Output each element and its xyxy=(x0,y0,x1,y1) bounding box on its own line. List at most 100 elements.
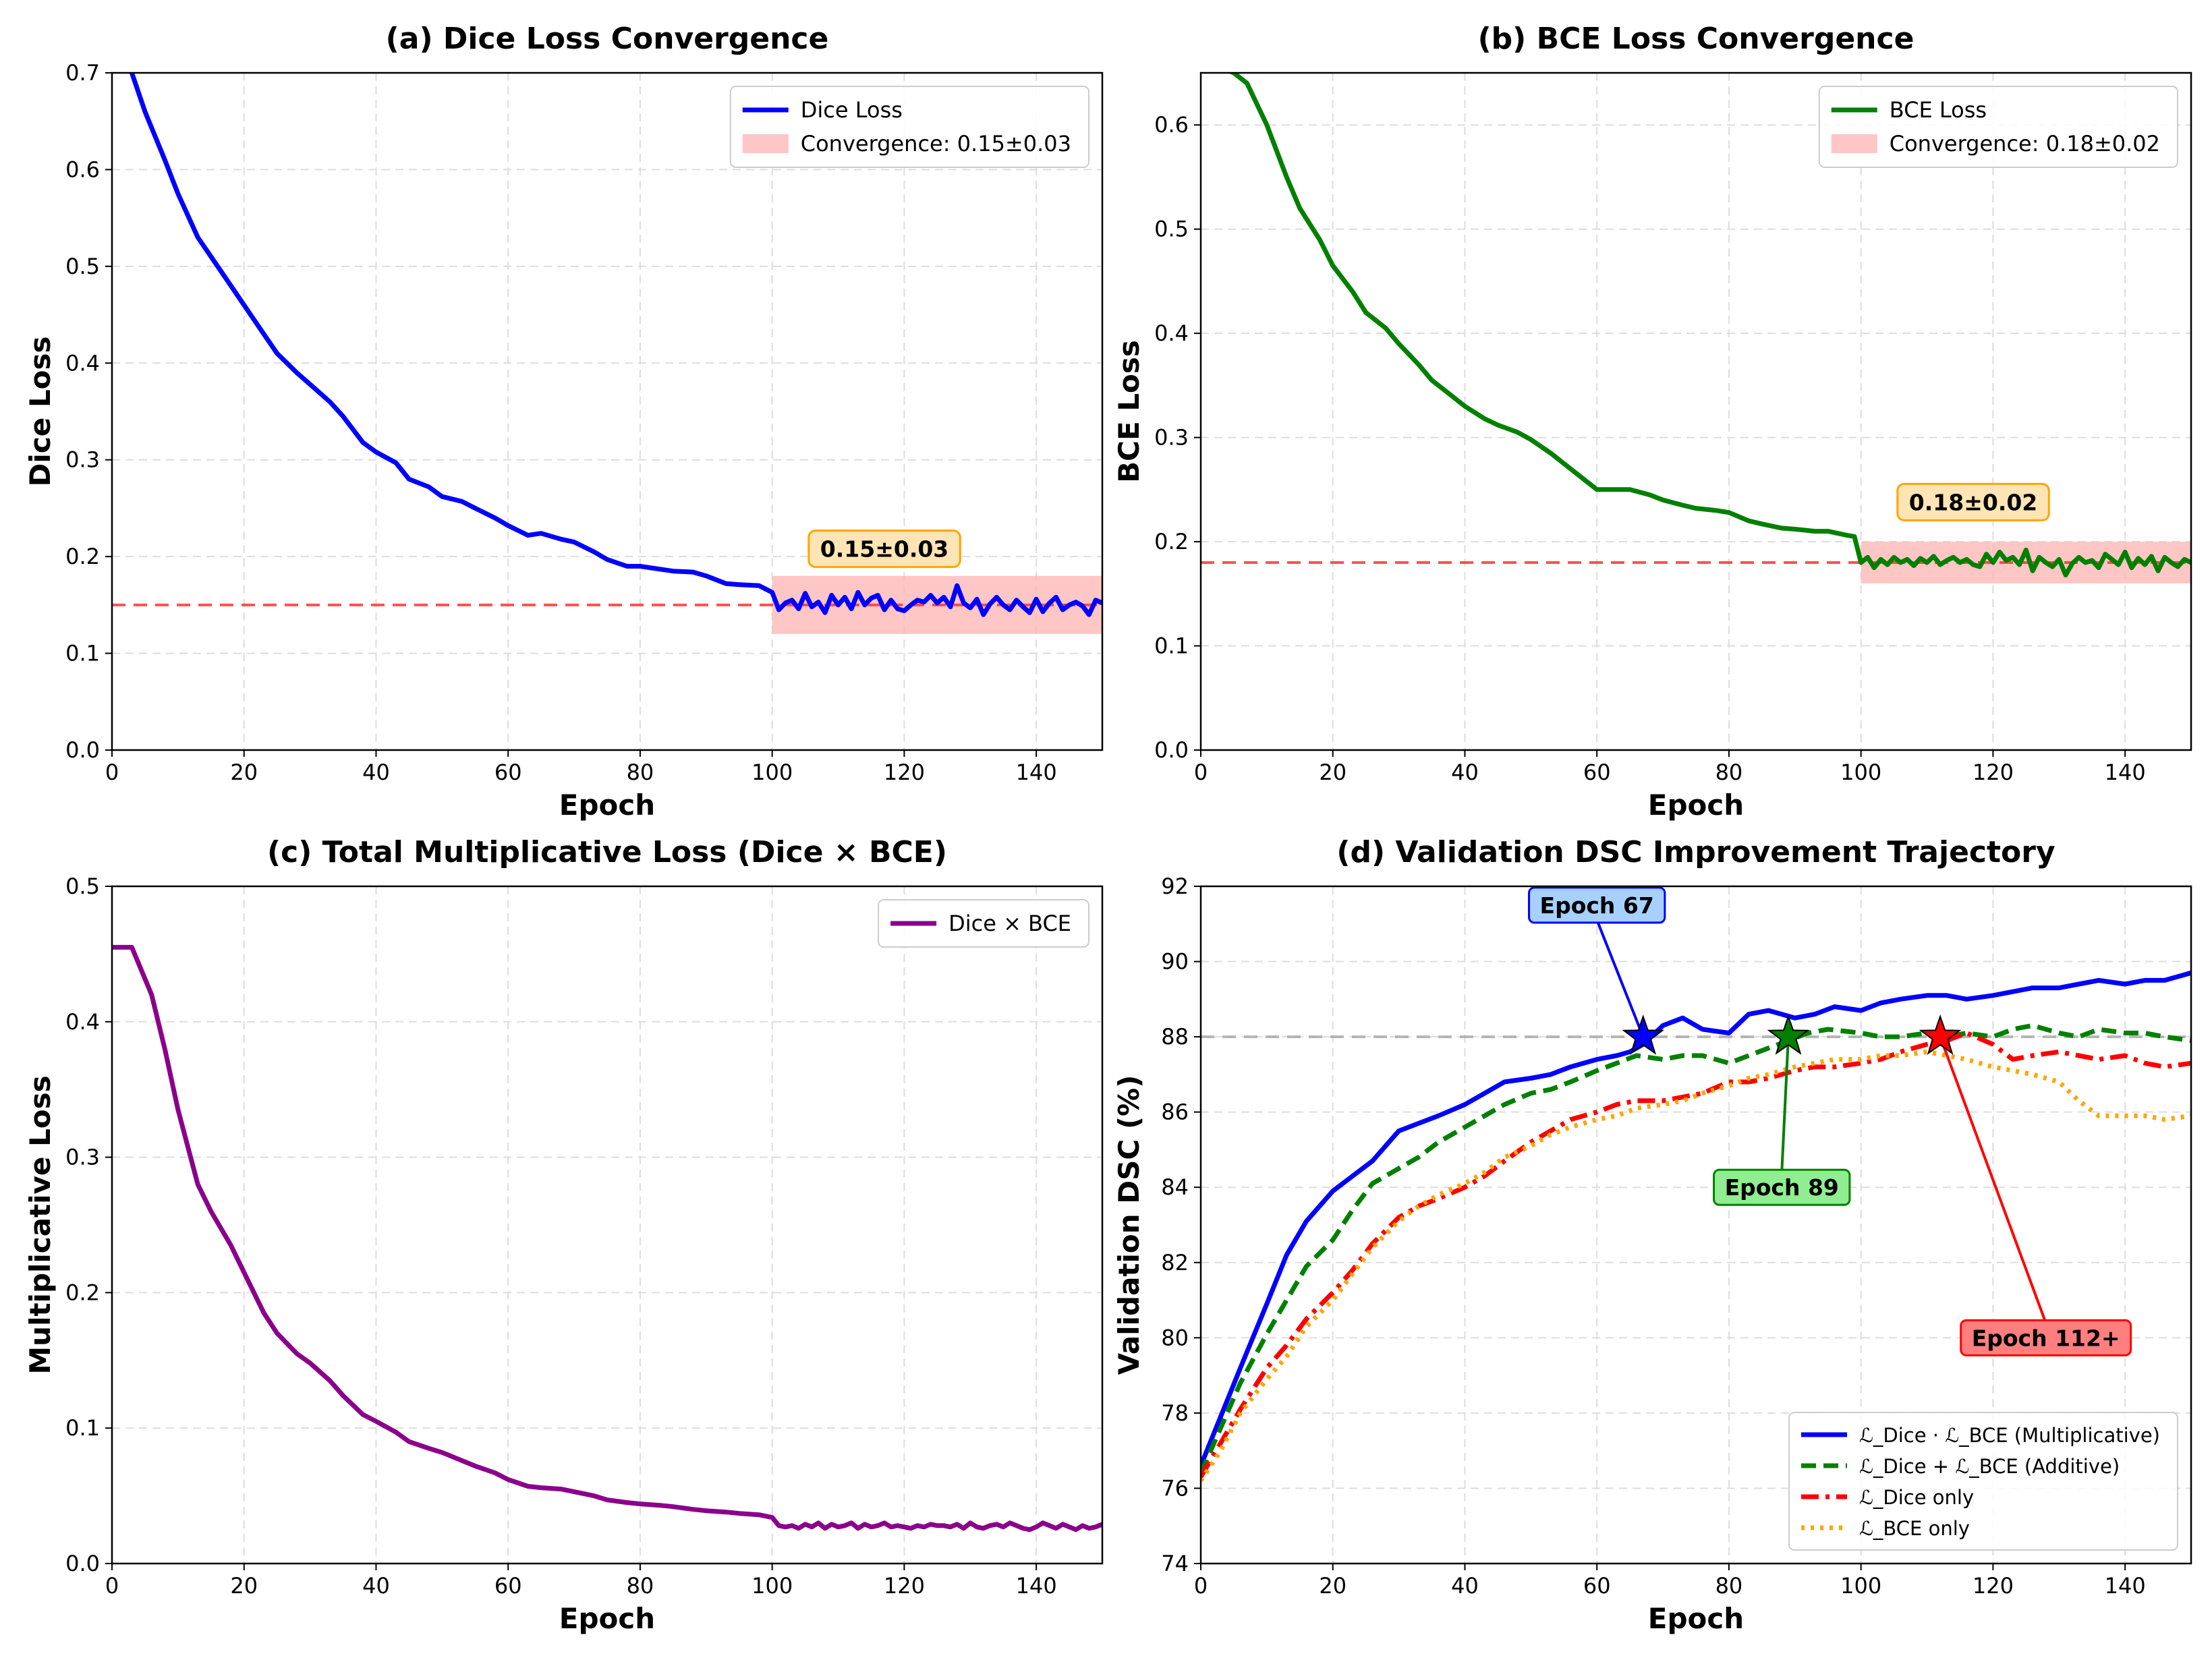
x-axis-label: Epoch xyxy=(1648,789,1744,822)
legend-label: ℒ_Dice only xyxy=(1859,1486,1974,1509)
x-axis-label: Epoch xyxy=(559,789,655,822)
y-tick-label: 0.0 xyxy=(1154,737,1189,763)
x-tick-label: 0 xyxy=(1194,760,1208,785)
annotation-box xyxy=(1713,1168,1851,1206)
plot-area xyxy=(112,886,1102,1564)
legend-label: ℒ_Dice · ℒ_BCE (Multiplicative) xyxy=(1859,1424,2160,1447)
panel-title: (d) Validation DSC Improvement Trajector… xyxy=(1336,835,2055,869)
y-tick-label: 74 xyxy=(1161,1551,1189,1576)
y-tick-label: 0.6 xyxy=(65,156,100,182)
convergence-annotation: 0.15±0.03 xyxy=(820,536,949,563)
x-tick-label: 60 xyxy=(494,1573,522,1599)
x-axis-label: Epoch xyxy=(559,1602,655,1635)
x-tick-label: 40 xyxy=(1451,760,1479,785)
x-tick-label: 20 xyxy=(230,1573,258,1599)
series-line-3 xyxy=(1201,1049,2191,1483)
optimum-star-marker xyxy=(1919,1014,1962,1055)
x-tick-label: 20 xyxy=(230,760,258,785)
annotation-box xyxy=(1896,482,2050,521)
y-tick-label: 92 xyxy=(1161,873,1189,899)
x-tick-label: 40 xyxy=(1451,1573,1479,1599)
y-tick-label: 0.5 xyxy=(65,254,100,279)
legend-label: ℒ_BCE only xyxy=(1859,1517,1970,1540)
panel-a-dice-loss: 0.15±0.03 0 20 40 60 80 100 120 140 0.0 0.1 0.2 0.3 0… xyxy=(24,22,1104,822)
legend-entry: ℒ_Dice + ℒ_BCE (Additive) xyxy=(1801,1455,2120,1478)
legend-entry: ℒ_Dice only xyxy=(1801,1486,1974,1509)
x-tick-label: 0 xyxy=(1194,1573,1208,1599)
y-tick-label: 0.3 xyxy=(1154,425,1189,451)
y-tick-label: 88 xyxy=(1161,1024,1189,1050)
y-axis-label: Validation DSC (%) xyxy=(1112,1075,1145,1375)
x-tick-label: 140 xyxy=(2105,760,2146,785)
optimum-star-marker xyxy=(1622,1014,1665,1055)
series-line-0 xyxy=(1201,970,2191,1468)
x-tick-label: 60 xyxy=(1583,1573,1611,1599)
legend-label: Dice × BCE xyxy=(948,911,1071,936)
legend-entry: Convergence: 0.15±0.03 xyxy=(742,131,1071,156)
x-tick-label: 120 xyxy=(884,760,925,785)
x-tick-label: 20 xyxy=(1319,1573,1346,1599)
panel-c-multiplicative-loss: 0 20 40 60 80 100 120 140 0.0 0.1 0.2 0.3 0.4 0.5 (c) … xyxy=(24,835,1104,1635)
y-tick-label: 78 xyxy=(1161,1400,1189,1426)
legend-entry: Dice Loss xyxy=(742,97,903,123)
y-tick-label: 0.4 xyxy=(65,1009,100,1035)
y-tick-label: 0.1 xyxy=(65,1415,100,1441)
legend-frame xyxy=(1818,86,2178,168)
legend-frame xyxy=(878,899,1089,948)
legend-entry: Dice × BCE xyxy=(890,911,1071,936)
axes-frame xyxy=(1199,885,2192,1565)
y-tick-label: 0.2 xyxy=(65,544,100,569)
x-tick-label: 0 xyxy=(105,760,119,785)
x-tick-label: 40 xyxy=(362,760,390,785)
legend-entry: BCE Loss xyxy=(1831,97,1987,123)
plot-area xyxy=(1201,73,2191,750)
legend-frame xyxy=(1788,1412,2178,1551)
legend-patch-swatch xyxy=(742,134,789,153)
y-tick-label: 82 xyxy=(1161,1250,1189,1276)
y-tick-label: 0.0 xyxy=(65,1551,100,1576)
y-tick-label: 84 xyxy=(1161,1174,1189,1200)
x-tick-label: 140 xyxy=(1016,760,1057,785)
x-tick-label: 140 xyxy=(1016,1573,1057,1599)
annotation-box xyxy=(1960,1319,2132,1356)
axes-frame xyxy=(111,71,1104,751)
annotation-label: Epoch 112+ xyxy=(1972,1325,2120,1351)
x-tick-label: 120 xyxy=(1973,1573,2014,1599)
panel-title: (a) Dice Loss Convergence xyxy=(386,22,829,56)
series-line-1 xyxy=(1201,1023,2191,1474)
x-tick-label: 120 xyxy=(884,1573,925,1599)
annotation-box xyxy=(807,529,961,569)
y-tick-label: 0.1 xyxy=(65,641,100,666)
x-axis-label: Epoch xyxy=(1648,1602,1744,1635)
y-tick-label: 80 xyxy=(1161,1325,1189,1350)
x-tick-label: 100 xyxy=(751,760,793,785)
legend: Dice Loss Convergence: 0.15±0.03 xyxy=(729,86,1089,168)
annotation-arrow xyxy=(1939,1036,2047,1324)
legend-frame xyxy=(729,86,1089,168)
series-line-2 xyxy=(1201,1031,2191,1479)
legend-label: ℒ_Dice + ℒ_BCE (Additive) xyxy=(1859,1455,2120,1478)
legend: BCE Loss Convergence: 0.18±0.02 xyxy=(1818,86,2178,168)
y-tick-label: 0.2 xyxy=(65,1280,100,1305)
y-tick-label: 86 xyxy=(1161,1099,1189,1125)
y-axis-label: Dice Loss xyxy=(24,337,57,487)
legend-patch-swatch xyxy=(1831,134,1877,153)
y-tick-label: 0.4 xyxy=(1154,320,1189,346)
annotation-arrow xyxy=(1595,919,1645,1037)
legend-label: Convergence: 0.18±0.02 xyxy=(1890,131,2160,156)
x-tick-label: 0 xyxy=(105,1573,119,1599)
y-axis-label: Multiplicative Loss xyxy=(24,1075,57,1374)
series-line-0 xyxy=(1227,73,2191,577)
annotation-label: Epoch 89 xyxy=(1725,1174,1839,1201)
y-axis-label: BCE Loss xyxy=(1112,340,1145,483)
panel-title: (c) Total Multiplicative Loss (Dice × BC… xyxy=(267,835,947,869)
legend: Dice × BCE xyxy=(878,899,1089,948)
series-line-0 xyxy=(112,944,1102,1532)
optimum-star-marker xyxy=(1767,1014,1810,1055)
axes-frame xyxy=(1199,71,2192,751)
plot-area xyxy=(112,73,1102,750)
x-tick-label: 80 xyxy=(627,1573,654,1599)
y-tick-label: 0.5 xyxy=(1154,217,1189,242)
x-tick-label: 20 xyxy=(1319,760,1346,785)
